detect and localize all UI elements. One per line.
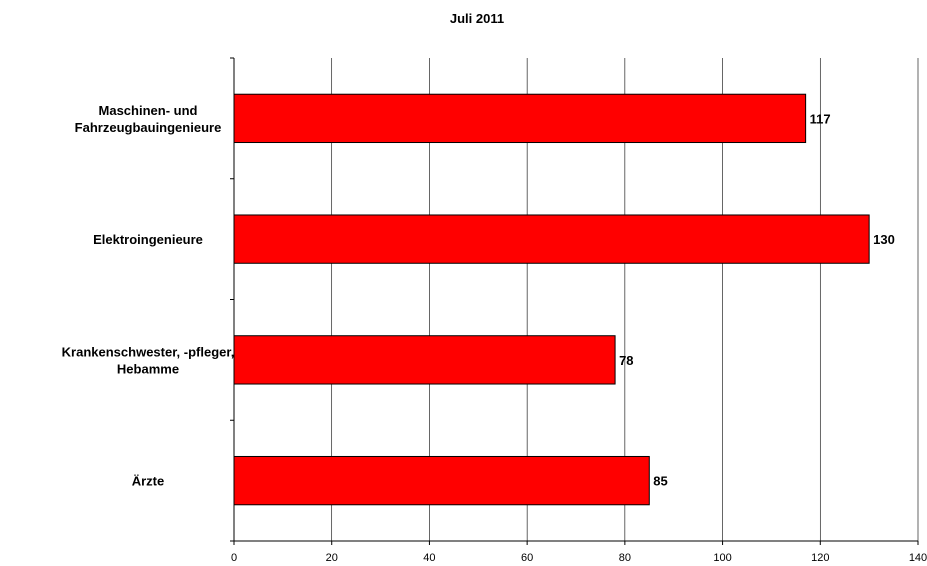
x-tick-label: 140	[909, 552, 927, 564]
bar	[233, 93, 807, 144]
x-tick-label: 0	[231, 552, 237, 564]
x-tick-label: 40	[423, 552, 435, 564]
category-label-line: Hebamme	[117, 361, 179, 376]
data-label: 130	[873, 232, 895, 247]
bar	[233, 214, 870, 264]
data-label: 85	[653, 474, 667, 489]
chart-title: Juli 2011	[450, 11, 504, 26]
x-tick-label: 120	[811, 552, 829, 564]
bar-layer	[233, 93, 870, 506]
data-label: 117	[810, 111, 831, 126]
category-label: Krankenschwester, -pfleger, Hebamme	[62, 344, 235, 376]
x-tick-label: 20	[326, 552, 338, 564]
category-label-line: Maschinen- und	[99, 103, 198, 118]
category-label-line: Krankenschwester, -pfleger,	[62, 344, 235, 359]
category-label: Maschinen- und Fahrzeugbauingenieure	[75, 103, 222, 135]
x-tick-label: 60	[521, 552, 533, 564]
data-label: 78	[619, 353, 633, 368]
category-label-line: Ärzte	[132, 474, 165, 489]
x-tick-label: 80	[619, 552, 631, 564]
category-label: Ärzte	[132, 474, 165, 489]
label-layer: 0 20 40 60 80 100 120 140 117 Maschinen- und Fahrz…	[62, 103, 927, 564]
category-label: Elektroingenieure	[93, 232, 203, 247]
category-label-line: Fahrzeugbauingenieure	[75, 120, 222, 135]
x-tick-label: 100	[713, 552, 731, 564]
bar	[233, 335, 616, 385]
category-label-line: Elektroingenieure	[93, 232, 203, 247]
bar	[233, 455, 650, 506]
